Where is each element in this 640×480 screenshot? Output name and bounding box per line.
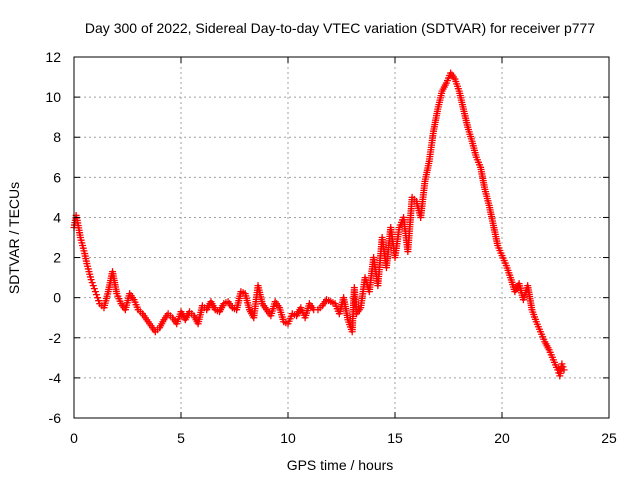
x-tick-label: 15 xyxy=(387,430,403,446)
y-tick-label: 4 xyxy=(53,209,61,225)
y-tick-label: 6 xyxy=(53,169,61,185)
data-point xyxy=(87,276,95,284)
y-tick-label: -2 xyxy=(49,330,62,346)
x-tick-label: 5 xyxy=(177,430,185,446)
x-tick-label: 20 xyxy=(494,430,510,446)
data-point xyxy=(89,282,97,290)
tick-labels: 0 5 10 15 20 25 -6 -4 -2 0 2 4 6 8 10 12 xyxy=(45,49,617,446)
data-point xyxy=(90,285,98,293)
data-points xyxy=(70,69,568,380)
x-tick-label: 0 xyxy=(70,430,78,446)
data-point xyxy=(558,360,566,368)
y-tick-label: 8 xyxy=(53,129,61,145)
data-point xyxy=(560,366,568,374)
y-tick-label: -4 xyxy=(49,370,62,386)
y-tick-label: 0 xyxy=(53,290,61,306)
data-point xyxy=(94,294,102,302)
data-point xyxy=(95,297,103,305)
y-axis-title: SDTVAR / TECUs xyxy=(6,182,22,294)
plot-frame xyxy=(73,56,610,419)
chart-title: Day 300 of 2022, Sidereal Day-to-day VTE… xyxy=(85,20,595,36)
data-point xyxy=(91,288,99,296)
x-tick-label: 25 xyxy=(601,430,617,446)
y-tick-label: -6 xyxy=(49,410,62,426)
data-point xyxy=(554,366,562,374)
y-tick-label: 12 xyxy=(45,49,61,65)
data-point xyxy=(92,291,100,299)
grid-layer xyxy=(74,57,609,418)
y-tick-label: 10 xyxy=(45,89,61,105)
x-axis-title: GPS time / hours xyxy=(287,457,394,473)
x-tick-label: 10 xyxy=(280,430,296,446)
data-point xyxy=(559,363,567,371)
y-tick-label: 2 xyxy=(53,250,61,266)
axis-ticks xyxy=(73,56,610,419)
data-point xyxy=(88,279,96,287)
